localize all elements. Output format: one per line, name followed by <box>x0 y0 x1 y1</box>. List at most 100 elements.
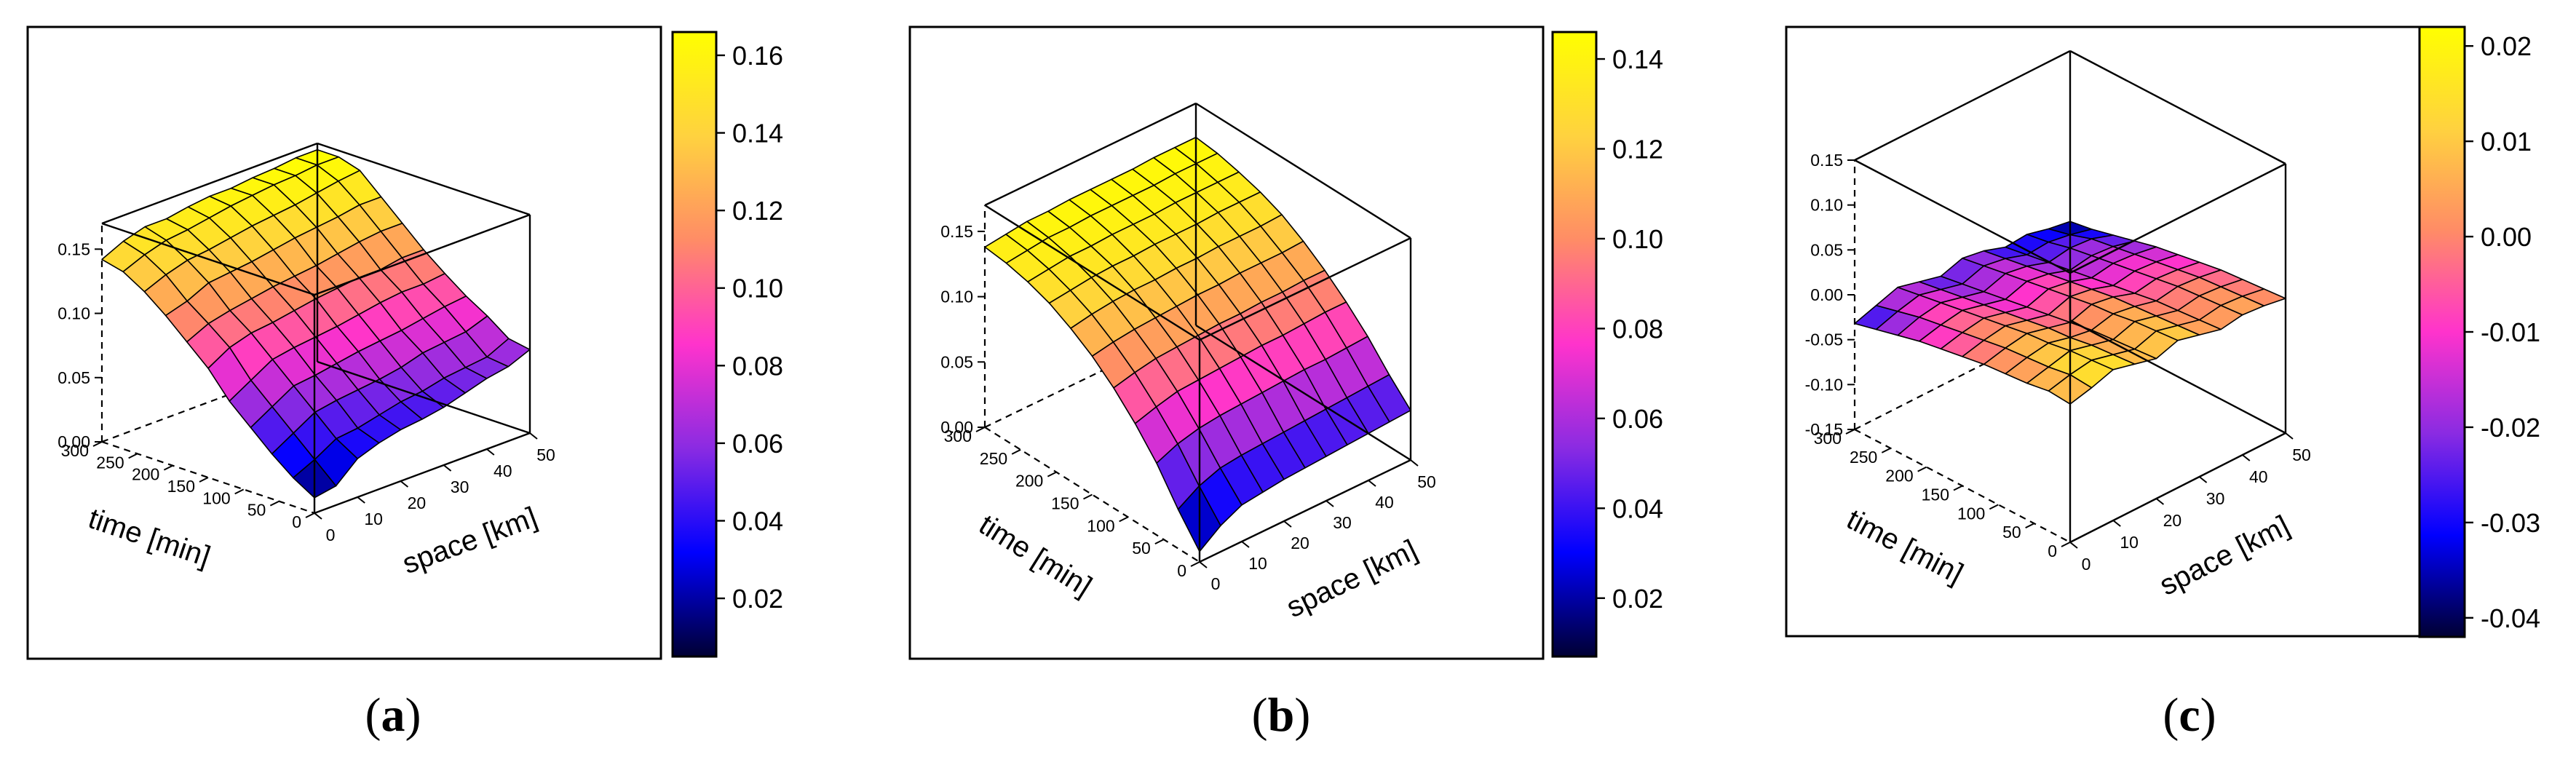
z-tick-label: 0.15 <box>58 239 90 258</box>
x-tick-label: 20 <box>1291 534 1309 552</box>
x-tick-label: 50 <box>536 445 555 464</box>
x-tick-label: 0 <box>2082 555 2091 574</box>
panel-letter-c: (c) <box>2163 689 2216 742</box>
x-tick-label: 20 <box>2163 511 2182 530</box>
colorbar-tick-label: 0.02 <box>2481 31 2532 61</box>
surface-facet <box>1367 373 1411 423</box>
colorbar <box>2418 25 2466 638</box>
y-tick <box>1989 504 1999 510</box>
x-tick <box>2112 520 2121 527</box>
colorbar-tick-label: 0.14 <box>1612 44 1663 74</box>
y-tick <box>269 500 280 507</box>
colorbar-tick-label: 0.06 <box>732 429 783 459</box>
x-tick <box>443 464 452 472</box>
colorbar-tick-label: 0.01 <box>2481 127 2532 156</box>
z-tick-label: -0.05 <box>1805 330 1843 349</box>
box-edge <box>1195 324 1411 461</box>
x-tick <box>529 432 538 440</box>
box-edge <box>984 204 1200 341</box>
box-edge <box>314 213 531 296</box>
z-tick-label: 0.05 <box>940 352 973 371</box>
y-tick-label: 150 <box>1051 494 1079 513</box>
colorbar-tick-label: 0.02 <box>732 584 783 614</box>
plot-frame <box>26 25 662 660</box>
y-tick-label: 150 <box>1922 485 1949 504</box>
box-edge <box>984 102 1197 207</box>
y-tick-label: 250 <box>96 453 124 472</box>
y-tick <box>305 512 315 518</box>
x-tick <box>1325 500 1334 507</box>
y-tick <box>1953 485 1963 491</box>
box-edge <box>1199 237 1411 341</box>
colorbar <box>671 31 718 658</box>
z-tick-label: 0.10 <box>940 288 973 306</box>
colorbar-tick-label: 0.08 <box>1612 314 1663 344</box>
panel-letter-a: (a) <box>365 689 421 742</box>
x-tick <box>314 512 322 520</box>
y-tick-label: 200 <box>1015 472 1043 491</box>
box-edge <box>1195 102 1411 239</box>
hidden-box-edge <box>984 325 1197 428</box>
colorbar-tick-label: 0.04 <box>1612 493 1663 523</box>
z-tick-label: 0.15 <box>940 222 973 241</box>
y-tick-label: 250 <box>980 449 1007 468</box>
surface-facet <box>2242 288 2286 306</box>
z-tick-label: 0.10 <box>58 304 90 323</box>
colorbar-tick-label: -0.04 <box>2481 603 2540 633</box>
y-tick-label: 100 <box>1087 516 1114 535</box>
colorbar-tick-label: 0.00 <box>2481 222 2532 252</box>
x-tick <box>357 496 365 504</box>
x-tick <box>486 448 495 456</box>
colorbar-tick-label: 0.10 <box>1612 224 1663 254</box>
y-tick-label: 250 <box>1850 448 1877 467</box>
colorbar <box>1551 31 1598 658</box>
colorbar-tick-label: 0.08 <box>732 351 783 381</box>
y-tick-label: 200 <box>1885 467 1913 485</box>
x-tick <box>400 480 409 488</box>
x-tick <box>2242 454 2251 461</box>
colorbar-tick-label: 0.14 <box>732 119 783 148</box>
y-tick <box>199 477 209 483</box>
x-tick-label: 30 <box>451 477 469 496</box>
surface-facet <box>486 338 531 368</box>
y-tick-label: 150 <box>167 477 195 496</box>
plot-frame <box>908 25 1545 660</box>
x-tick-label: 40 <box>2249 467 2268 486</box>
y-tick-label: 300 <box>944 427 972 445</box>
x-tick-label: 40 <box>1375 493 1394 512</box>
y-tick <box>1917 466 1927 472</box>
box-edge <box>101 142 318 225</box>
z-tick-label: 0.00 <box>58 432 90 451</box>
y-tick <box>1881 447 1891 453</box>
y-tick <box>163 464 173 471</box>
x-tick <box>1368 480 1376 487</box>
y-axis-title: time [min] <box>84 502 214 573</box>
y-tick <box>1047 471 1057 477</box>
y-tick-label: 0 <box>2048 542 2057 560</box>
colorbar-tick-label: -0.01 <box>2481 317 2540 347</box>
y-tick <box>1190 561 1200 567</box>
x-tick <box>2285 432 2294 440</box>
y-tick-label: 100 <box>202 488 230 507</box>
z-tick-label: 0.05 <box>58 368 90 387</box>
y-tick <box>1011 448 1021 455</box>
y-tick-label: 50 <box>2002 523 2021 542</box>
y-tick <box>1119 516 1129 523</box>
box-edge <box>314 432 531 515</box>
box-edge <box>317 142 531 216</box>
x-tick-label: 50 <box>2292 445 2311 464</box>
y-tick-label: 0 <box>292 512 301 531</box>
x-axis-title: space [km] <box>398 501 542 580</box>
y-tick <box>1154 539 1165 545</box>
y-tick-label: 200 <box>132 465 159 484</box>
y-tick <box>2025 523 2035 529</box>
x-tick-label: 30 <box>2206 489 2225 508</box>
y-tick-label: 0 <box>1177 561 1186 580</box>
colorbar-tick-label: 0.12 <box>1612 134 1663 164</box>
y-tick <box>2061 542 2071 547</box>
box-edge <box>2069 162 2286 274</box>
panel-letter-b: (b) <box>1251 689 1311 742</box>
z-tick-label: 0.15 <box>1810 151 1843 170</box>
